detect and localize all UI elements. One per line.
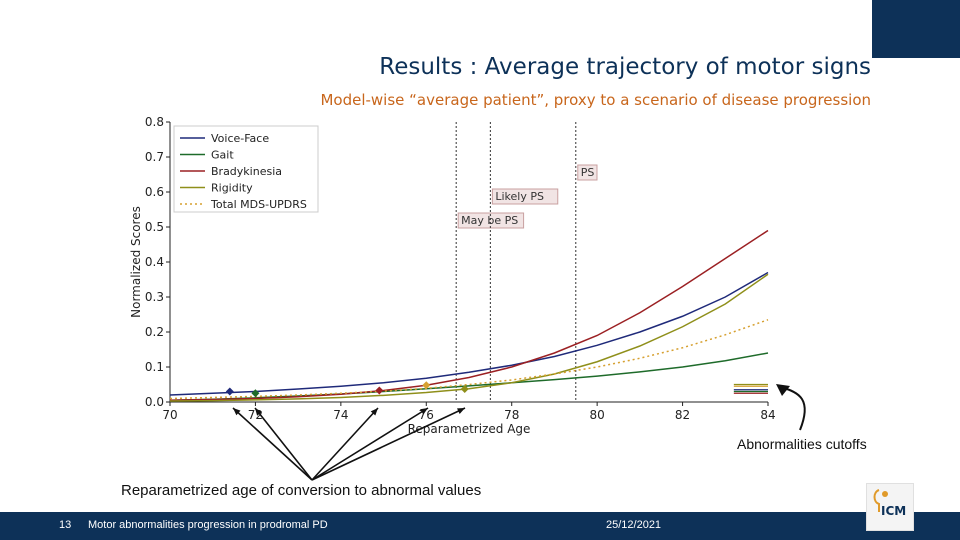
x-tick-label: 74 xyxy=(333,408,348,422)
conversion-marker xyxy=(422,381,431,390)
slide-subtitle: Model-wise “average patient”, proxy to a… xyxy=(320,91,871,109)
series-line xyxy=(169,271,769,396)
x-tick-label: 70 xyxy=(162,408,177,422)
conversion-annotation-label: Reparametrized age of conversion to abno… xyxy=(121,482,482,499)
y-tick-label: 0.0 xyxy=(145,395,164,409)
legend-label: Bradykinesia xyxy=(211,165,282,178)
x-axis-label: Reparametrized Age xyxy=(408,422,531,436)
logo-text: ICM xyxy=(881,504,907,518)
conversion-arrowhead xyxy=(233,408,241,416)
series-line xyxy=(169,273,769,402)
y-axis-label: Normalized Scores xyxy=(129,206,143,318)
conversion-arrow xyxy=(311,407,429,481)
conversion-marker xyxy=(375,386,384,395)
conversion-arrow xyxy=(254,407,313,481)
legend-box xyxy=(173,125,319,213)
conversion-marker xyxy=(251,389,260,398)
logo-head-icon xyxy=(873,489,888,512)
y-tick-label: 0.6 xyxy=(145,185,164,199)
cutoffs-annotation-label: Abnormalities cutoffs xyxy=(737,436,867,452)
y-tick-label: 0.2 xyxy=(145,325,164,339)
y-tick-label: 0.1 xyxy=(145,360,164,374)
y-tick-label: 0.3 xyxy=(145,290,164,304)
slide-footer: 13 Motor abnormalities progression in pr… xyxy=(0,512,960,540)
stage-label: PS xyxy=(581,166,595,179)
x-tick-label: 78 xyxy=(504,408,519,422)
stage-label-box xyxy=(577,164,598,181)
y-tick-label: 0.5 xyxy=(145,220,164,234)
conversion-arrowhead xyxy=(420,408,428,415)
stage-label-box xyxy=(491,188,559,205)
legend-label: Total MDS-UPDRS xyxy=(210,198,307,211)
legend-label: Voice-Face xyxy=(211,132,269,145)
conversion-arrowhead xyxy=(457,408,465,414)
conversion-marker xyxy=(225,387,234,396)
corner-accent-block xyxy=(872,0,960,58)
slide-title: Results : Average trajectory of motor si… xyxy=(379,54,871,80)
stage-label: Likely PS xyxy=(495,190,544,203)
series-line xyxy=(169,229,769,401)
stage-label-box xyxy=(457,212,525,229)
conversion-arrowhead xyxy=(255,408,263,416)
footer-date: 25/12/2021 xyxy=(606,519,662,531)
conversion-arrow xyxy=(311,407,466,481)
conversion-marker xyxy=(460,385,469,394)
footer-title: Motor abnormalities progression in prodr… xyxy=(88,519,328,531)
conversion-arrow xyxy=(311,407,379,481)
y-tick-label: 0.4 xyxy=(145,255,164,269)
series-line xyxy=(169,352,769,401)
x-tick-label: 82 xyxy=(675,408,690,422)
y-tick-label: 0.8 xyxy=(145,115,164,129)
x-tick-label: 84 xyxy=(760,408,775,422)
cutoff-arrowhead xyxy=(776,384,790,396)
conversion-arrowhead xyxy=(370,408,378,416)
legend-label: Gait xyxy=(211,149,234,162)
x-tick-label: 80 xyxy=(590,408,605,422)
series-line xyxy=(169,319,769,400)
icm-logo: ICM xyxy=(866,483,914,531)
y-tick-label: 0.7 xyxy=(145,150,164,164)
legend-label: Rigidity xyxy=(211,182,253,195)
page-number: 13 xyxy=(59,519,72,531)
conversion-arrow xyxy=(232,407,313,481)
stage-label: May be PS xyxy=(461,214,518,227)
